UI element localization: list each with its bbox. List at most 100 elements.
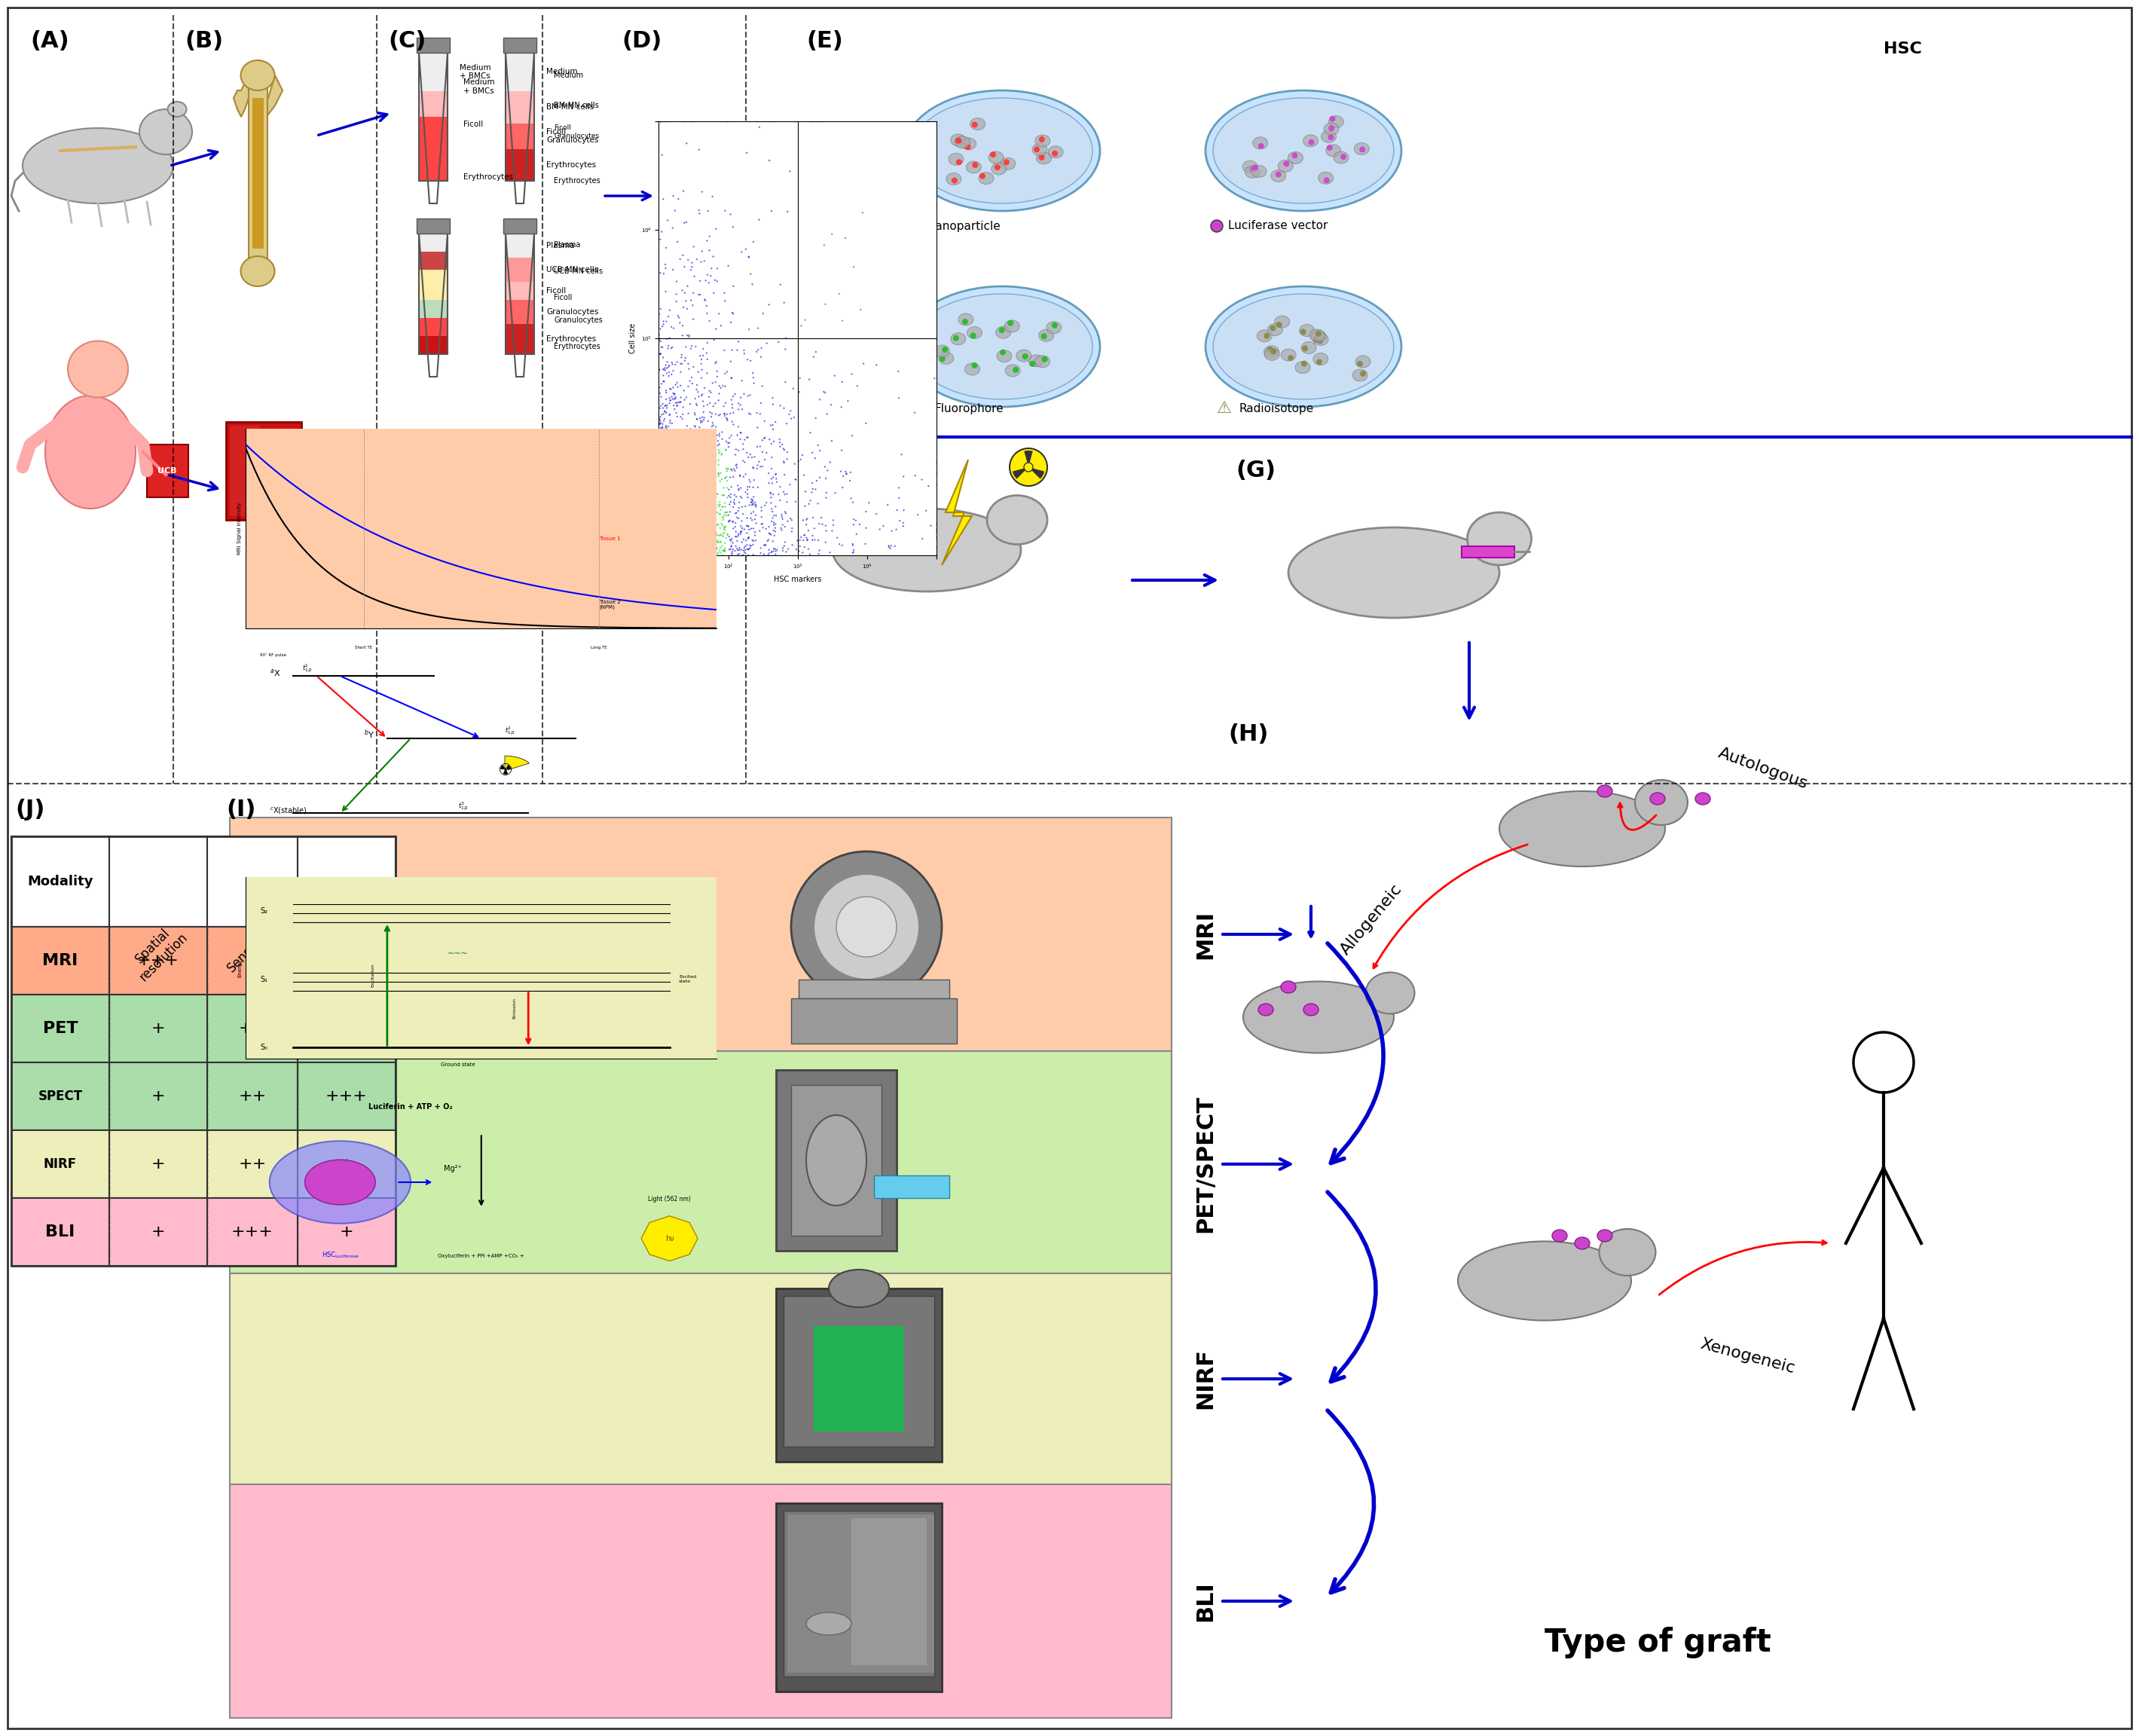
Point: [672, 526, 706, 554]
Point: [661, 186, 695, 214]
Point: [719, 380, 753, 408]
Text: Sensitivity: Sensitivity: [225, 920, 280, 976]
Point: [655, 427, 689, 455]
Point: [680, 434, 714, 462]
Point: [768, 500, 802, 528]
Point: [667, 279, 702, 307]
Point: [657, 524, 691, 552]
Point: [665, 488, 699, 516]
Tissue 1: [261, 460, 287, 481]
Point: [708, 279, 742, 307]
Point: [650, 392, 684, 420]
Ellipse shape: [905, 90, 1099, 212]
Point: [648, 398, 682, 425]
Line: Tissue 1: Tissue 1: [246, 444, 717, 609]
Point: [644, 444, 678, 472]
Point: [764, 432, 798, 460]
Point: [648, 493, 682, 521]
Point: [702, 536, 736, 564]
Point: [704, 514, 738, 542]
Point: [691, 498, 725, 526]
Point: [665, 486, 699, 514]
Point: [747, 300, 781, 328]
Point: [817, 361, 851, 389]
Point: [646, 312, 680, 340]
Bar: [11, 1198, 109, 1266]
Point: [680, 490, 714, 517]
Point: [670, 486, 704, 514]
Bar: [207, 1198, 297, 1266]
Point: [655, 481, 689, 509]
Point: [826, 531, 860, 559]
Point: [661, 500, 695, 528]
Point: [680, 245, 714, 273]
Point: [695, 512, 729, 540]
Point: [734, 469, 768, 496]
Point: [667, 523, 702, 550]
Point: [712, 491, 747, 519]
Point: [642, 533, 676, 561]
Point: [729, 531, 764, 559]
Point: [802, 464, 836, 491]
Tissue 1: [663, 595, 689, 616]
Point: [652, 451, 687, 479]
Point: [702, 528, 736, 556]
Point: [691, 512, 725, 540]
Point: [721, 413, 755, 441]
Point: [644, 217, 678, 245]
Point: [676, 540, 710, 568]
Point: [652, 516, 687, 543]
Point: [817, 507, 851, 535]
Point: [886, 509, 920, 536]
Point: [689, 474, 723, 502]
Point: [676, 292, 710, 319]
Point: [665, 516, 699, 543]
Point: [736, 490, 770, 517]
Point: [723, 391, 757, 418]
Point: [702, 462, 736, 490]
Point: [674, 248, 708, 276]
Point: [644, 417, 678, 444]
Ellipse shape: [997, 351, 1012, 363]
Point: [729, 512, 764, 540]
Point: [652, 451, 687, 479]
Point: [708, 529, 742, 557]
Point: [672, 432, 706, 460]
Point: [657, 439, 691, 467]
Point: [704, 528, 738, 556]
Point: [646, 542, 680, 569]
Point: [753, 536, 787, 564]
Point: [644, 523, 678, 550]
Point: [687, 524, 721, 552]
Point: [672, 519, 706, 547]
Point: [721, 472, 755, 500]
Point: [667, 529, 702, 557]
Ellipse shape: [948, 153, 963, 165]
Ellipse shape: [45, 396, 135, 509]
Point: [766, 431, 800, 458]
Point: [657, 488, 691, 516]
Ellipse shape: [1264, 345, 1279, 358]
Point: [670, 536, 704, 564]
Point: [646, 307, 680, 335]
Point: [725, 446, 759, 474]
Point: [813, 448, 847, 476]
Point: [736, 498, 770, 526]
Point: [680, 420, 714, 448]
Point: [646, 311, 680, 339]
Point: [723, 418, 757, 446]
Point: [644, 510, 678, 538]
Point: [738, 491, 772, 519]
Point: [646, 538, 680, 566]
Point: [759, 460, 794, 488]
Point: [687, 477, 721, 505]
Text: Ground state: Ground state: [441, 1062, 475, 1066]
Point: [699, 215, 734, 243]
Point: [742, 207, 776, 234]
Point: [672, 526, 706, 554]
Point: [712, 429, 747, 457]
Tissue 2
(NPM): [261, 498, 287, 519]
Point: [644, 514, 678, 542]
Point: [652, 502, 687, 529]
Point: [663, 514, 697, 542]
